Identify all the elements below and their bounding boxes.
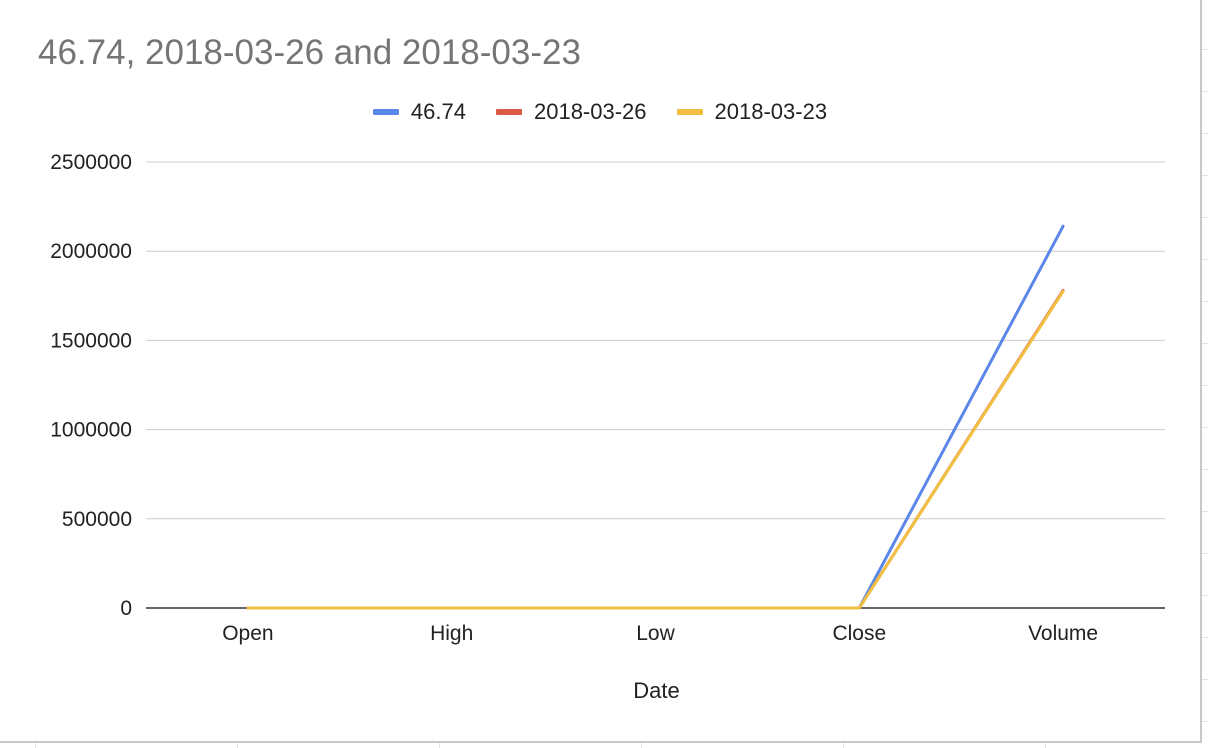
legend-item-series-2[interactable]: 2018-03-26 bbox=[495, 99, 647, 125]
y-tick-label: 2000000 bbox=[50, 240, 132, 263]
x-tick-label: Open bbox=[222, 622, 273, 645]
legend-item-series-1[interactable]: 46.74 bbox=[372, 99, 466, 125]
sheet-row-tick bbox=[1202, 427, 1208, 428]
sheet-row-tick bbox=[1202, 679, 1208, 680]
x-tick-label: Close bbox=[832, 622, 886, 645]
legend-swatch-series-2 bbox=[495, 109, 522, 115]
x-tick-label: Low bbox=[636, 622, 675, 645]
legend-swatch-series-3 bbox=[676, 109, 703, 115]
sheet-row-tick bbox=[1202, 553, 1208, 554]
y-tick-label: 1500000 bbox=[50, 329, 132, 352]
sheet-row-tick bbox=[1202, 721, 1208, 722]
series-line-3 bbox=[246, 289, 1065, 610]
sheet-row-tick bbox=[1202, 49, 1208, 50]
sheet-row-tick bbox=[1202, 175, 1208, 176]
y-tick-label: 1000000 bbox=[50, 419, 132, 442]
sheet-row-tick bbox=[1202, 343, 1208, 344]
sheet-row-tick bbox=[1202, 217, 1208, 218]
x-tick-label: Volume bbox=[1028, 622, 1098, 645]
x-tick-label: High bbox=[430, 622, 473, 645]
y-tick-label: 0 bbox=[120, 597, 132, 620]
sheet-row-tick bbox=[1202, 259, 1208, 260]
sheet-row-tick bbox=[1202, 511, 1208, 512]
sheet-row-tick bbox=[1202, 91, 1208, 92]
legend-item-series-3[interactable]: 2018-03-23 bbox=[676, 99, 828, 125]
sheet-row-tick bbox=[1202, 133, 1208, 134]
sheet-row-tick bbox=[1202, 301, 1208, 302]
sheet-row-tick bbox=[1202, 469, 1208, 470]
sheet-row-tick bbox=[1202, 637, 1208, 638]
legend-label-series-3: 2018-03-23 bbox=[714, 99, 828, 124]
y-tick-label: 2500000 bbox=[50, 151, 132, 174]
x-axis-title: Date bbox=[633, 678, 679, 703]
legend-label-series-2: 2018-03-26 bbox=[533, 99, 647, 124]
chart-title: 46.74, 2018-03-26 and 2018-03-23 bbox=[38, 33, 581, 72]
series-line-2 bbox=[246, 288, 1065, 610]
sheet-row-tick bbox=[1202, 385, 1208, 386]
series-line-1 bbox=[246, 224, 1065, 610]
sheet-row-tick bbox=[1202, 595, 1208, 596]
legend-label-series-1: 46.74 bbox=[410, 99, 466, 124]
legend-swatch-series-1 bbox=[372, 109, 399, 115]
y-tick-label: 500000 bbox=[62, 508, 132, 531]
chart-legend: 46.74 2018-03-26 2018-03-23 bbox=[0, 99, 1200, 125]
